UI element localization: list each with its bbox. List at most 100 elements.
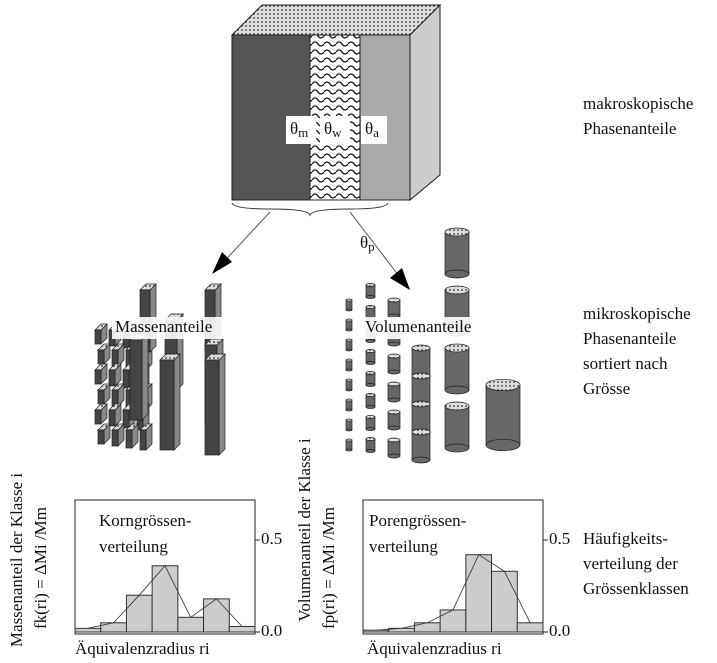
cylinder xyxy=(346,320,352,330)
cylinder-base xyxy=(388,342,400,346)
middle-label: Volumenanteile xyxy=(365,317,471,336)
hist-bar xyxy=(492,571,518,632)
cylinder xyxy=(388,384,400,400)
side-label: Phasenanteile xyxy=(583,119,676,138)
plate xyxy=(160,360,174,450)
plate xyxy=(112,390,118,406)
cylinder-base xyxy=(388,370,400,374)
hist-bar xyxy=(101,623,127,632)
middle-label: Massenanteile xyxy=(115,317,212,336)
cylinder-base xyxy=(388,398,400,402)
cylinder-base xyxy=(445,270,469,278)
cylinder xyxy=(346,380,352,390)
plate xyxy=(109,410,115,426)
hist-bar xyxy=(440,610,466,632)
cylinder-base xyxy=(388,454,400,458)
cylinder-base xyxy=(366,406,375,409)
cylinder-base xyxy=(346,429,352,431)
plate xyxy=(95,370,101,384)
y-tick-label: 0.0 xyxy=(549,621,570,640)
hist-bar xyxy=(126,595,152,632)
x-label: Äquivalenzradius ri xyxy=(75,639,210,658)
cylinder-top xyxy=(366,350,375,353)
cylinder-top xyxy=(412,429,430,435)
hist-bar xyxy=(414,623,440,632)
cylinder-top xyxy=(366,416,375,419)
plate xyxy=(140,430,146,450)
y-label: Massenanteil der Klasse i xyxy=(7,473,26,647)
cylinder-base xyxy=(346,449,352,451)
formula: fp(ri) = ΔMi /Mm xyxy=(319,507,338,629)
cylinder-top xyxy=(366,438,375,441)
cylinder xyxy=(346,340,352,350)
cylinder xyxy=(412,432,430,460)
plate xyxy=(205,360,219,455)
cylinder xyxy=(445,406,469,448)
cylinder-top xyxy=(388,438,400,442)
cylinder xyxy=(412,348,430,376)
cylinder-top xyxy=(388,382,400,386)
cylinder xyxy=(412,404,430,432)
plate xyxy=(98,430,104,444)
cylinder xyxy=(388,440,400,456)
cylinder-top xyxy=(346,319,352,321)
cylinder-top xyxy=(346,359,352,361)
hist-bar xyxy=(517,623,543,632)
side-label: Häufigkeits- xyxy=(583,529,668,548)
hist-bar xyxy=(466,555,492,632)
side-label: mikroskopische xyxy=(583,304,691,323)
cylinder-top xyxy=(346,299,352,301)
cylinder xyxy=(388,356,400,372)
y-tick-label: 0.5 xyxy=(261,529,282,548)
figure: θmθwθaθpMassenanteileVolumenanteilemakro… xyxy=(0,0,717,663)
cylinder xyxy=(445,348,469,390)
cylinder-base xyxy=(346,349,352,351)
cylinder-base xyxy=(486,439,520,450)
hist-bar xyxy=(204,599,230,632)
cylinder-top xyxy=(486,379,520,390)
plate xyxy=(95,410,101,424)
plate xyxy=(126,430,132,448)
hist-bar xyxy=(178,617,204,632)
cylinder-top xyxy=(346,419,352,421)
cylinder xyxy=(486,385,520,445)
cylinder-top xyxy=(346,439,352,441)
cylinder-top xyxy=(346,379,352,381)
hist-title: verteilung xyxy=(369,537,438,556)
cylinder-base xyxy=(346,369,352,371)
side-label: sortiert nach xyxy=(583,354,668,373)
cylinder-top xyxy=(388,354,400,358)
phase-box xyxy=(212,5,440,290)
cylinder xyxy=(346,420,352,430)
plate-side xyxy=(174,354,180,450)
cylinder-top xyxy=(445,286,469,294)
cylinder xyxy=(346,360,352,370)
y-label: Volumenanteil der Klasse i xyxy=(295,438,314,622)
hist-bar xyxy=(229,626,255,632)
cylinder-base xyxy=(412,457,430,463)
cylinder-base xyxy=(346,409,352,411)
symbol: θp xyxy=(360,233,375,254)
cylinder-base xyxy=(366,340,375,343)
cylinder-base xyxy=(366,450,375,453)
side-label: Grössenklassen xyxy=(583,579,689,598)
cylinder xyxy=(445,232,469,274)
cylinder-base xyxy=(346,389,352,391)
cylinder xyxy=(388,300,400,316)
cylinder-top xyxy=(412,345,430,351)
plate xyxy=(130,340,142,420)
cylinder xyxy=(346,300,352,310)
plate xyxy=(112,430,118,446)
cylinder-base xyxy=(346,329,352,331)
cylinder-top xyxy=(412,373,430,379)
hist-title: Korngrössen- xyxy=(99,511,192,530)
cylinder-base xyxy=(445,444,469,452)
cylinder-top xyxy=(346,339,352,341)
plate xyxy=(95,330,101,344)
cylinder xyxy=(346,440,352,450)
cylinder-base xyxy=(366,362,375,365)
cylinder-top xyxy=(346,399,352,401)
cylinder-top xyxy=(445,402,469,410)
cylinder-top xyxy=(366,306,375,309)
cylinder xyxy=(388,412,400,428)
